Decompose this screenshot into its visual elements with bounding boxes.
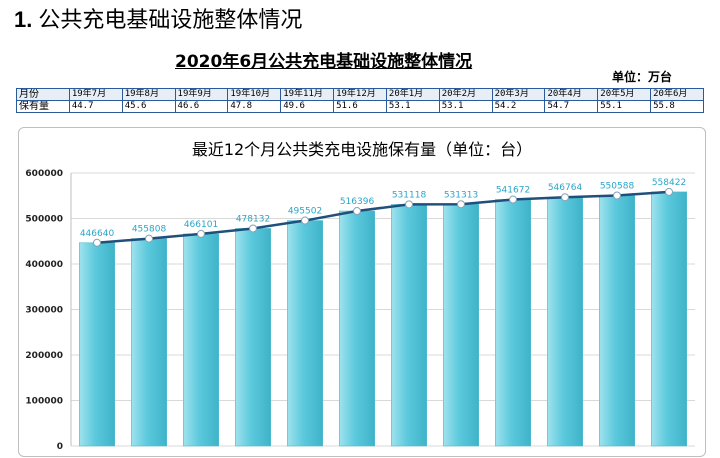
summary-month: 19年7月: [68, 88, 123, 101]
summary-month: 20年3月: [491, 88, 546, 101]
data-label: 531313: [444, 190, 478, 200]
y-tick-label: 200000: [25, 351, 63, 361]
summary-header-label: 月份: [16, 88, 70, 101]
data-label: 495502: [288, 207, 322, 217]
summary-value: 49.6: [280, 100, 335, 113]
y-tick-label: 500000: [25, 215, 63, 225]
summary-month: 20年6月: [650, 88, 704, 101]
data-label: 546764: [548, 183, 583, 193]
data-label: 550588: [600, 181, 635, 191]
summary-value: 54.2: [491, 100, 546, 113]
summary-month: 19年12月: [333, 88, 387, 101]
summary-month: 19年10月: [227, 88, 282, 101]
summary-month: 20年5月: [597, 88, 652, 101]
y-tick-label: 300000: [25, 306, 63, 316]
line-marker: [405, 200, 413, 209]
summary-value: 55.8: [650, 100, 704, 113]
y-tick-label: 600000: [25, 169, 63, 179]
page-heading: 1. 公共充电基础设施整体情况: [14, 2, 302, 34]
summary-value: 47.8: [227, 100, 282, 113]
summary-value: 54.7: [544, 100, 599, 113]
line-marker: [561, 193, 569, 202]
line-marker: [249, 224, 257, 233]
summary-month: 20年2月: [438, 88, 493, 101]
bar: [651, 191, 687, 447]
summary-month: 20年4月: [544, 88, 599, 101]
y-tick-label: 100000: [25, 397, 63, 407]
bar: [391, 204, 427, 447]
line-marker: [145, 234, 153, 243]
line-marker: [509, 195, 517, 204]
bar: [547, 196, 583, 447]
y-tick-label: 0: [57, 442, 63, 452]
summary-month: 19年8月: [121, 88, 176, 101]
unit-label: 单位：万台: [612, 70, 673, 84]
line-marker: [93, 238, 101, 247]
series-line: [96, 190, 670, 245]
bar: [599, 195, 635, 447]
bar: [495, 199, 531, 447]
data-label: 558422: [652, 178, 686, 188]
summary-value: 53.1: [385, 100, 440, 113]
data-label: 455808: [132, 225, 167, 235]
summary-month: 20年1月: [385, 88, 440, 101]
chart-title: 最近12个月公共类充电设施保有量（单位：台）: [191, 140, 533, 159]
chart-panel: 最近12个月公共类充电设施保有量（单位：台） 0 100000 200000 3000…: [18, 127, 706, 457]
line-marker: [665, 187, 673, 196]
data-label: 541672: [496, 186, 530, 196]
summary-header-row: 月份 19年7月 19年8月 19年9月 19年10月 19年11月 19年12…: [16, 88, 704, 101]
summary-value: 51.6: [333, 100, 387, 113]
summary-month: 19年11月: [280, 88, 335, 101]
bar: [339, 210, 375, 447]
table-title: 2020年6月公共充电基础设施整体情况: [175, 52, 473, 72]
summary-value: 53.1: [438, 100, 493, 113]
bar: [235, 228, 271, 447]
y-tick-label: 400000: [25, 260, 63, 270]
line-marker: [301, 216, 309, 225]
summary-value: 45.6: [121, 100, 176, 113]
summary-value-row: 保有量 44.7 45.6 46.6 47.8 49.6 51.6 53.1 5…: [16, 100, 704, 113]
bar: [443, 203, 479, 447]
data-label: 478132: [236, 214, 270, 224]
line-marker: [457, 200, 465, 209]
line-marker: [197, 229, 205, 238]
heading-text: 公共充电基础设施整体情况: [38, 8, 303, 33]
bar: [79, 242, 115, 447]
summary-value: 55.1: [597, 100, 652, 113]
summary-month: 19年9月: [174, 88, 229, 101]
line-marker: [613, 191, 621, 200]
line-marker: [353, 207, 361, 216]
data-label: 516396: [340, 197, 375, 207]
bar: [287, 220, 323, 447]
summary-value-label: 保有量: [16, 100, 70, 113]
summary-value: 46.6: [174, 100, 229, 113]
bar: [183, 233, 219, 447]
data-label: 531118: [392, 190, 427, 200]
bar-line-chart: 0 100000 200000 300000 400000 500000 600000 446…: [25, 169, 695, 452]
data-label: 466101: [184, 220, 218, 230]
bar: [131, 238, 167, 447]
heading-number: 1.: [14, 7, 33, 32]
data-label: 446640: [80, 229, 115, 239]
summary-value: 44.7: [68, 100, 123, 113]
summary-table: 月份 19年7月 19年8月 19年9月 19年10月 19年11月 19年12…: [16, 88, 704, 113]
